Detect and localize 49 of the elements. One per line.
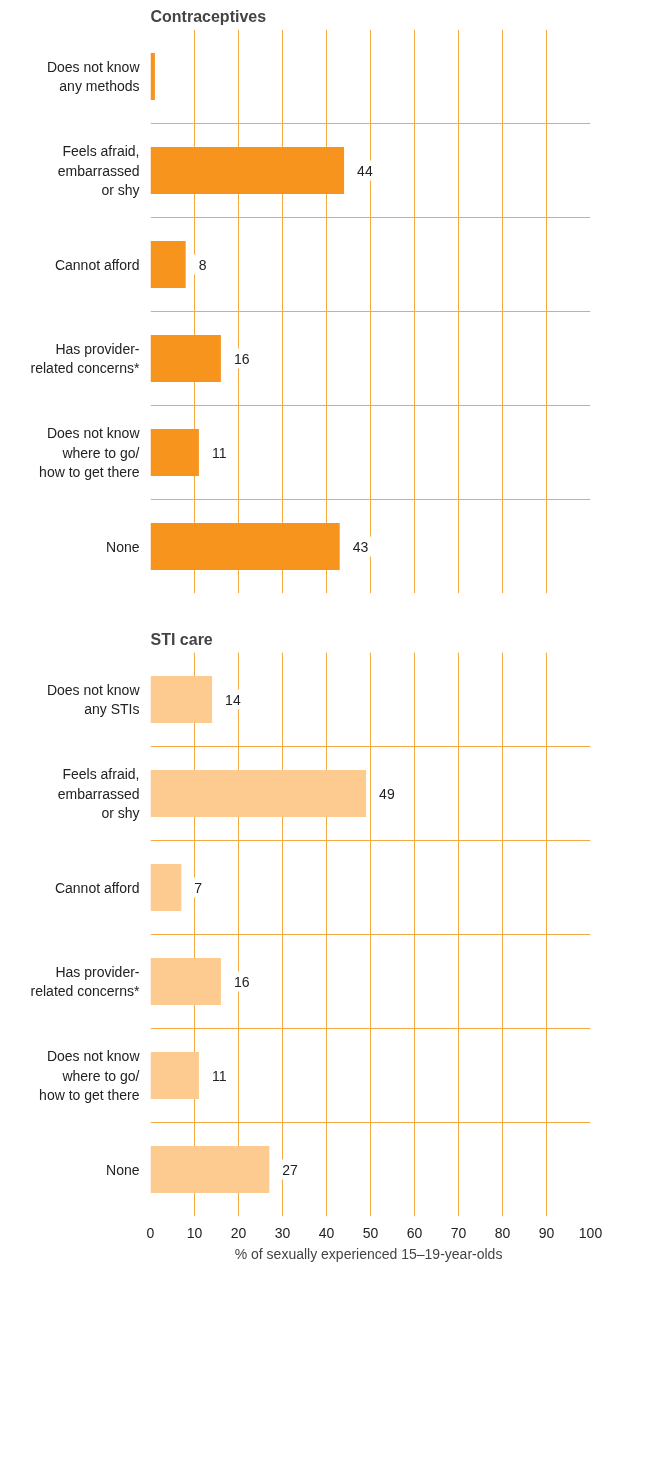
data-label: 27 bbox=[282, 1161, 299, 1178]
y-tick-label: Has provider- related concerns* bbox=[30, 963, 141, 1000]
x-tick-label: 20 bbox=[230, 1224, 247, 1241]
y-tick-label: Does not know any STIs bbox=[46, 681, 141, 718]
bar bbox=[150, 958, 221, 1005]
x-tick-label: 10 bbox=[186, 1224, 203, 1241]
bar bbox=[150, 676, 213, 723]
data-label: 7 bbox=[194, 879, 203, 896]
chart-title: Contraceptives bbox=[150, 7, 267, 25]
bar bbox=[150, 1146, 270, 1193]
x-tick-label: 30 bbox=[274, 1224, 291, 1241]
x-tick-label: 90 bbox=[538, 1224, 555, 1241]
y-tick-label: Does not know any methods bbox=[46, 58, 141, 95]
data-label: 43 bbox=[352, 538, 369, 555]
bar bbox=[150, 53, 155, 100]
y-tick-label: Feels afraid, embarrassed or shy bbox=[57, 143, 140, 198]
data-label: 11 bbox=[211, 1067, 227, 1084]
x-tick-label: 50 bbox=[362, 1224, 379, 1241]
x-tick-label: 80 bbox=[494, 1224, 511, 1241]
x-tick-label: 40 bbox=[318, 1224, 335, 1241]
bar bbox=[150, 1052, 199, 1099]
data-label: 16 bbox=[233, 350, 250, 367]
data-label: 49 bbox=[379, 785, 395, 802]
y-tick-label: Cannot afford bbox=[54, 256, 140, 273]
y-tick-label: None bbox=[106, 538, 140, 555]
bar bbox=[150, 770, 367, 817]
y-tick-label: Cannot afford bbox=[54, 879, 140, 896]
x-tick-label: 100 bbox=[578, 1224, 603, 1241]
data-label: 14 bbox=[225, 691, 241, 708]
y-tick-label: None bbox=[106, 1161, 140, 1178]
bar bbox=[150, 147, 345, 194]
bar bbox=[150, 864, 182, 911]
x-tick-label: 0 bbox=[146, 1224, 155, 1241]
y-tick-label: Has provider- related concerns* bbox=[30, 340, 141, 377]
bar bbox=[150, 523, 340, 570]
data-label: 16 bbox=[233, 973, 250, 990]
x-tick-label: 70 bbox=[450, 1224, 467, 1241]
y-tick-label: Does not know where to go/ how to get there bbox=[39, 1048, 141, 1103]
data-label: 44 bbox=[357, 162, 373, 179]
bar bbox=[150, 429, 199, 476]
bar bbox=[150, 241, 186, 288]
data-label: 8 bbox=[198, 256, 207, 273]
data-label: 11 bbox=[211, 444, 227, 461]
chart-title: STI care bbox=[150, 630, 213, 648]
x-tick-label: 60 bbox=[406, 1224, 423, 1241]
y-tick-label: Feels afraid, embarrassed or shy bbox=[57, 766, 140, 821]
bar bbox=[150, 335, 221, 382]
x-axis-title: % of sexually experienced 15–19-year-olds bbox=[234, 1245, 503, 1262]
y-tick-label: Does not know where to go/ how to get there bbox=[39, 425, 141, 480]
